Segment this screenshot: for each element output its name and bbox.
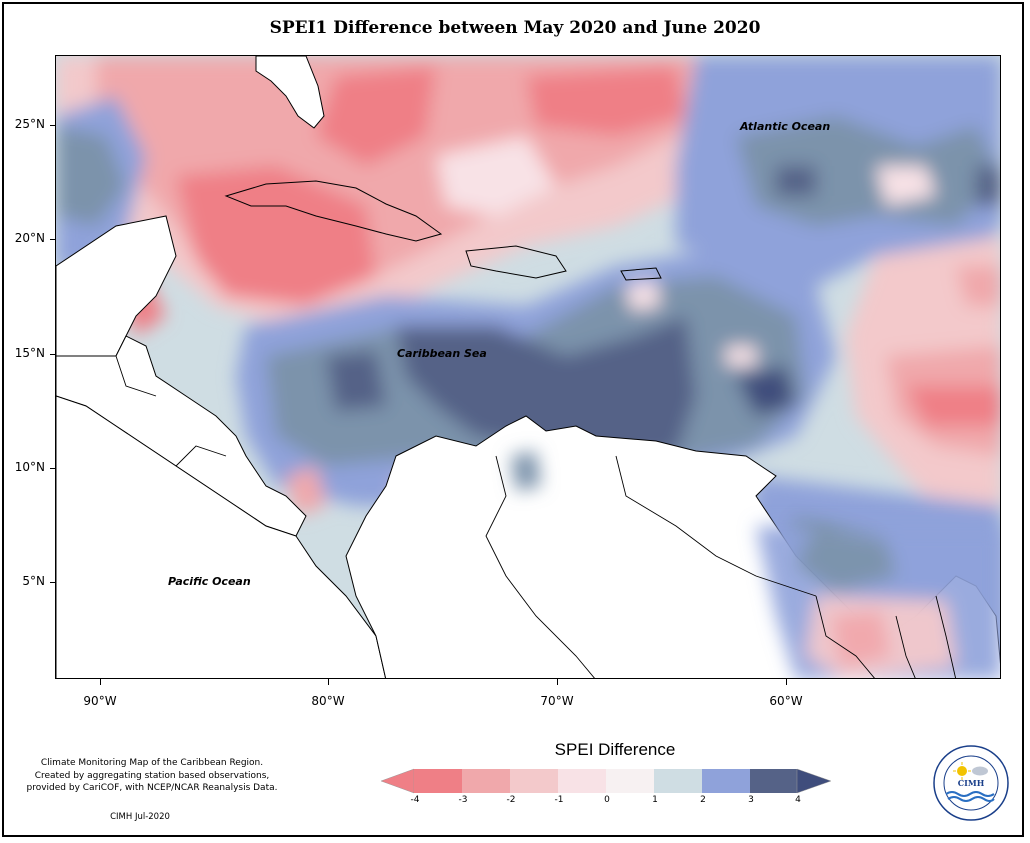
legend-tick: 1	[652, 795, 658, 805]
legend-tick: -2	[506, 795, 516, 805]
legend-swatch	[654, 769, 702, 793]
legend-arrow-right	[796, 768, 831, 794]
borders	[115, 355, 957, 678]
legend-swatch	[606, 769, 654, 793]
lat-tick-20n: 20°N	[14, 231, 45, 245]
pacific-ocean-label: Pacific Ocean	[168, 575, 251, 588]
legend-tick: 0	[604, 795, 610, 805]
legend-tick: -4	[410, 795, 420, 805]
credit-text: CIMH Jul-2020	[110, 812, 170, 822]
legend-tick: 4	[795, 795, 801, 805]
lat-tick-10n: 10°N	[14, 460, 45, 474]
legend-arrow-left	[381, 768, 415, 794]
lon-tick-mark	[786, 679, 787, 685]
atlantic-ocean-label: Atlantic Ocean	[740, 120, 831, 133]
legend-swatch	[414, 769, 462, 793]
cimh-logo: CIMH	[933, 745, 1009, 821]
lon-tick-60w: 60°W	[769, 694, 803, 708]
lat-tick-mark	[50, 354, 55, 355]
legend-swatch	[462, 769, 510, 793]
legend-swatch	[750, 769, 797, 793]
legend-swatch	[558, 769, 606, 793]
legend-swatch	[510, 769, 558, 793]
legend-title: SPEI Difference	[554, 740, 676, 759]
lon-tick-70w: 70°W	[540, 694, 574, 708]
note-line-2: Created by aggregating station based obs…	[34, 770, 270, 781]
spei-field	[56, 56, 1000, 678]
lat-tick-mark	[50, 239, 55, 240]
map-title: SPEI1 Difference between May 2020 and Ju…	[269, 18, 761, 38]
lat-tick-mark	[50, 468, 55, 469]
lat-tick-mark	[50, 582, 55, 583]
legend-colorbar	[381, 768, 831, 794]
spei-contour-map	[56, 56, 1000, 678]
lon-tick-90w: 90°W	[83, 694, 117, 708]
lon-tick-mark	[328, 679, 329, 685]
lat-tick-15n: 15°N	[14, 346, 45, 360]
land-tint	[511, 451, 1000, 678]
logo-name: CIMH	[958, 778, 985, 788]
legend-swatch	[702, 769, 750, 793]
note-line-3: provided by CariCOF, with NCEP/NCAR Rean…	[26, 783, 278, 793]
map-area[interactable]	[55, 55, 1001, 679]
legend-tick: -1	[554, 795, 564, 805]
caribbean-sea-label: Caribbean Sea	[397, 347, 487, 360]
lon-tick-80w: 80°W	[311, 694, 345, 708]
lon-tick-mark	[557, 679, 558, 685]
legend-tick: -3	[458, 795, 468, 805]
note-line-1: Climate Monitoring Map of the Caribbean …	[40, 758, 264, 768]
map-description: Climate Monitoring Map of the Caribbean …	[22, 757, 282, 795]
lat-tick-mark	[50, 125, 55, 126]
legend-tick: 3	[748, 795, 754, 805]
legend-tick: 2	[700, 795, 706, 805]
lat-tick-5n: 5°N	[22, 574, 45, 588]
lat-tick-25n: 25°N	[14, 117, 45, 131]
lon-tick-mark	[100, 679, 101, 685]
